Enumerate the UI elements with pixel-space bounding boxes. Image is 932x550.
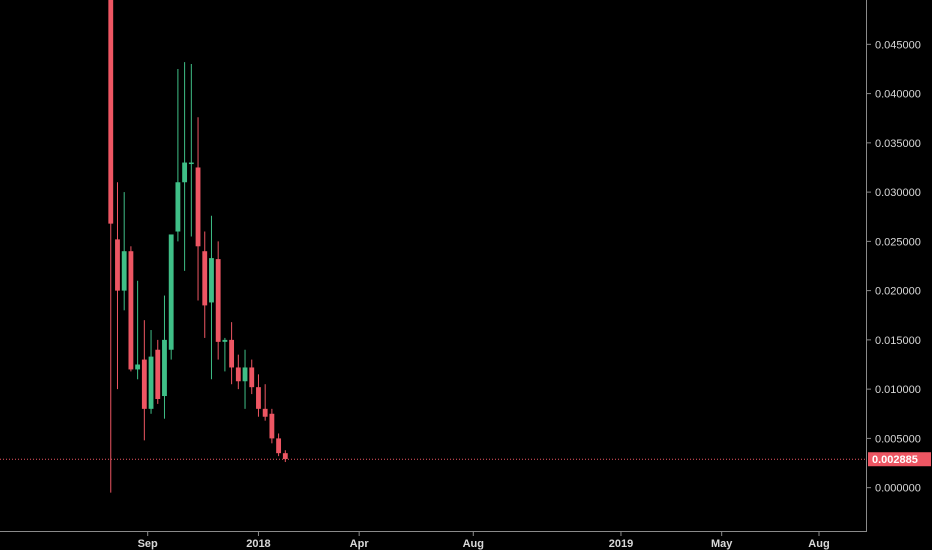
y-tick-label: 0.000000	[875, 483, 921, 495]
candle-body-up	[168, 234, 174, 350]
candle-body-down	[195, 167, 201, 247]
candle-body-down	[229, 339, 235, 368]
candle	[229, 322, 235, 385]
x-axis[interactable]: Sep 2018 Apr Aug 2019 May Aug	[0, 531, 867, 550]
candle	[195, 117, 201, 301]
candle	[175, 68, 181, 242]
y-tick-label: 0.045000	[875, 39, 921, 51]
y-tick-label: 0.015000	[875, 335, 921, 347]
candle	[108, 0, 114, 493]
candle	[269, 408, 275, 444]
candle-body-up	[188, 162, 194, 165]
candle	[215, 241, 221, 360]
candle-body-down	[202, 251, 208, 306]
candle-body-up	[222, 339, 228, 342]
candle	[209, 215, 214, 380]
candle	[188, 64, 194, 237]
y-tick-label: 0.020000	[875, 286, 921, 298]
y-tick-label: 0.035000	[875, 138, 921, 150]
candle	[121, 192, 127, 311]
x-tick-label: Sep	[138, 538, 158, 550]
candles-layer	[108, 0, 288, 493]
candle	[168, 234, 174, 360]
candle-body-up	[148, 356, 154, 409]
candle-body-down	[276, 438, 282, 454]
candle-body-up	[121, 251, 127, 291]
candle-body-up	[135, 364, 141, 370]
x-tick-label: Aug	[463, 538, 484, 550]
candle	[282, 450, 288, 463]
y-tick-label: 0.005000	[875, 433, 921, 445]
candle-body-up	[209, 258, 214, 303]
candle-body-down	[249, 367, 255, 388]
x-tick-label: 2019	[609, 538, 633, 550]
candle	[222, 337, 228, 372]
y-tick-label: 0.040000	[875, 89, 921, 101]
last-price-tag-bg	[868, 452, 931, 467]
candle	[135, 280, 141, 380]
candle-body-down	[115, 239, 120, 291]
x-tick-label: May	[711, 538, 733, 550]
candle	[115, 182, 120, 390]
candle-body-up	[242, 367, 248, 382]
candle	[256, 374, 261, 417]
x-tick-label: 2018	[246, 538, 270, 550]
candle	[249, 359, 255, 395]
candle	[242, 349, 248, 409]
candle	[182, 62, 188, 271]
candle	[162, 295, 167, 419]
candle-body-down	[215, 259, 221, 342]
candle	[202, 231, 208, 338]
candle	[276, 433, 282, 457]
candle	[155, 339, 161, 404]
candle-body-down	[128, 251, 134, 370]
candle-body-down	[282, 453, 288, 460]
candle-body-down	[269, 413, 275, 439]
candle-body-down	[155, 349, 161, 399]
candle	[235, 354, 241, 390]
candle-body-down	[256, 387, 261, 409]
candle-body-down	[235, 367, 241, 382]
candle-body-down	[108, 0, 114, 224]
plot-area[interactable]	[0, 0, 866, 493]
y-ticks: 0.045000 0.040000 0.035000 0.030000 0.025000…	[866, 39, 921, 495]
y-tick-label: 0.010000	[875, 384, 921, 396]
candle-body-down	[262, 408, 268, 417]
candle	[141, 320, 147, 441]
candle-body-up	[175, 182, 181, 232]
x-ticks: Sep 2018 Apr Aug 2019 May Aug	[138, 531, 830, 550]
candle-body-up	[162, 339, 167, 397]
y-tick-label: 0.030000	[875, 187, 921, 199]
candle-body-down	[141, 359, 147, 409]
x-tick-label: Aug	[808, 538, 829, 550]
candle	[262, 384, 268, 421]
x-tick-label: Apr	[350, 538, 370, 550]
y-tick-label: 0.025000	[875, 236, 921, 248]
last-price-label: 0.002885	[872, 454, 918, 466]
candle-body-up	[182, 162, 188, 183]
candle	[128, 246, 134, 372]
candle	[148, 330, 154, 414]
last-price-tag: 0.002885	[868, 452, 931, 467]
y-axis[interactable]: 0.045000 0.040000 0.035000 0.030000 0.025000…	[866, 0, 931, 531]
